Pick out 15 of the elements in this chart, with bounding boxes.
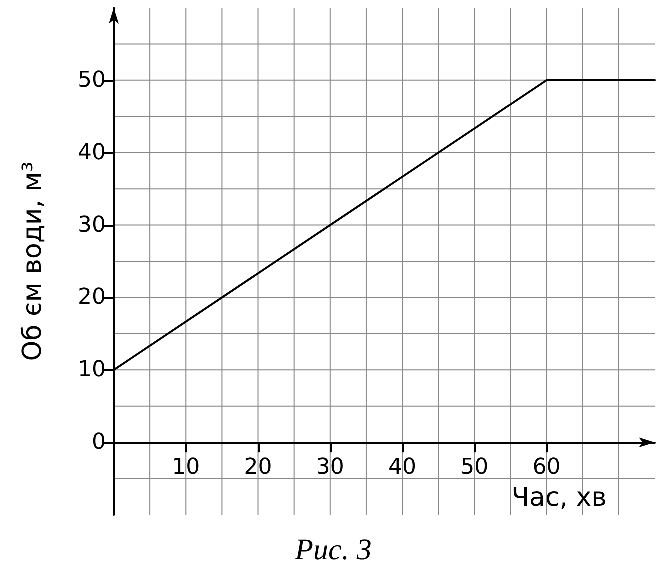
y-tick-label: 20 xyxy=(78,285,106,310)
y-tick-label: 40 xyxy=(78,140,106,166)
y-tick-label: 50 xyxy=(78,68,106,93)
x-tick-label: 20 xyxy=(244,455,272,480)
x-tick-label: 60 xyxy=(532,455,561,480)
y-tick-label: 10 xyxy=(78,358,106,383)
x-tick-label: 30 xyxy=(316,455,344,480)
x-tick-label: 10 xyxy=(172,455,200,480)
x-axis-title: Час, хв xyxy=(512,483,608,513)
x-tick-label: 40 xyxy=(388,455,417,480)
y-tick-label: 0 xyxy=(92,430,106,456)
y-axis-title: Об єм води, м³ xyxy=(18,162,48,362)
text: Рис. 3 xyxy=(294,534,372,566)
y-tick-label: 30 xyxy=(78,212,106,238)
x-tick-label: 50 xyxy=(460,455,489,480)
